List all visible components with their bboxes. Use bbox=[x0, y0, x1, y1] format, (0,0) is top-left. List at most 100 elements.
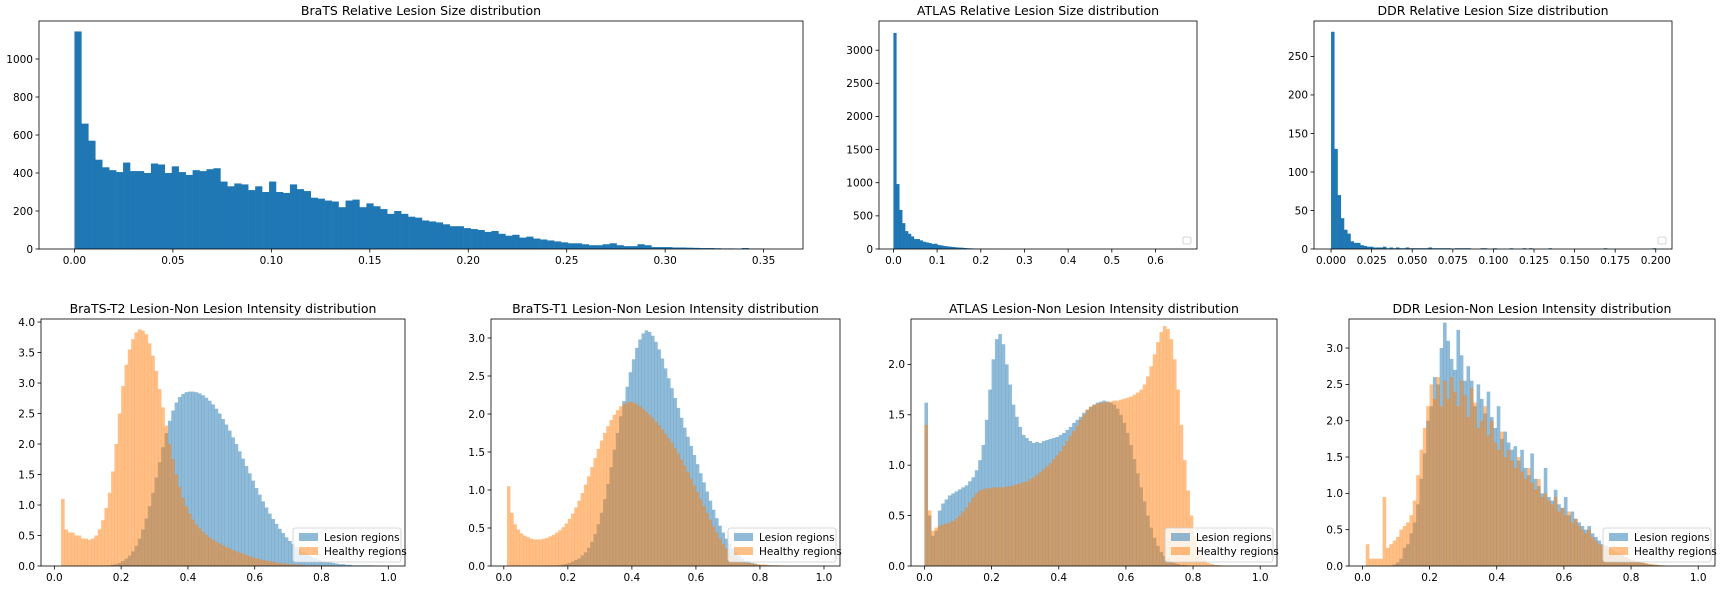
histogram-bar bbox=[77, 535, 82, 566]
histogram-bar bbox=[181, 394, 185, 566]
histogram-bar bbox=[1395, 247, 1400, 249]
histogram-bar bbox=[477, 230, 485, 249]
histogram-bar bbox=[1159, 332, 1164, 566]
histogram-bar bbox=[274, 562, 279, 566]
histogram-bar bbox=[177, 397, 182, 566]
histogram-bar bbox=[580, 493, 585, 566]
histogram-bar bbox=[619, 406, 623, 566]
histogram-bar bbox=[1396, 536, 1400, 566]
histogram-bar bbox=[1203, 559, 1207, 566]
histogram-bar bbox=[197, 393, 202, 566]
histogram-bar bbox=[623, 246, 631, 249]
histogram-bar bbox=[561, 527, 565, 566]
chart-title: DDR Lesion-Non Lesion Intensity distribu… bbox=[1393, 301, 1672, 316]
histogram-bar bbox=[1052, 459, 1056, 566]
histogram-bar bbox=[561, 242, 569, 249]
histogram-bars bbox=[74, 31, 770, 249]
histogram-bar bbox=[207, 537, 212, 566]
histogram-bar bbox=[1055, 455, 1059, 566]
histogram-bar bbox=[91, 538, 95, 566]
legend-frame bbox=[1164, 527, 1274, 563]
legend: Lesion regions Healthy regions bbox=[1602, 527, 1717, 563]
chart-title: ATLAS Relative Lesion Size distribution bbox=[917, 3, 1159, 18]
histogram-bar bbox=[1025, 481, 1029, 566]
histogram-bar bbox=[1132, 394, 1137, 566]
histogram-bar bbox=[1547, 500, 1551, 566]
y-tick-label: 2.5 bbox=[18, 408, 35, 420]
histogram-bar bbox=[248, 473, 252, 566]
x-tick-label: 0.4 bbox=[180, 572, 197, 584]
histogram-bar bbox=[609, 243, 617, 249]
histogram-bar bbox=[387, 213, 395, 249]
histogram-bar bbox=[998, 487, 1002, 566]
histogram-bar bbox=[532, 539, 537, 566]
histogram-bar bbox=[1651, 564, 1655, 566]
x-tick-label: 0.175 bbox=[1600, 255, 1630, 267]
histogram-bar bbox=[144, 334, 149, 566]
histogram-bar bbox=[81, 123, 89, 249]
histogram-bar bbox=[1530, 482, 1534, 566]
histogram-bar bbox=[231, 437, 235, 566]
histogram-bar bbox=[988, 389, 992, 566]
x-tick-label: 0.0 bbox=[885, 255, 902, 267]
histogram-bar bbox=[84, 538, 89, 566]
histogram-bar bbox=[581, 244, 590, 249]
histogram-bar bbox=[101, 520, 105, 566]
histogram-bar bbox=[588, 245, 597, 249]
histogram-bar bbox=[1122, 398, 1127, 566]
histogram-bar bbox=[111, 471, 115, 566]
histogram-bar bbox=[683, 465, 687, 566]
histogram-bar bbox=[114, 444, 119, 566]
histogram-bar bbox=[97, 529, 102, 566]
histogram-bar bbox=[974, 493, 979, 566]
x-tick-label: 0.6 bbox=[1118, 572, 1135, 584]
histogram-bar bbox=[298, 564, 302, 566]
y-tick-label: 0.0 bbox=[468, 561, 485, 573]
y-tick-label: 1.5 bbox=[18, 469, 35, 481]
y-tick-label: 3.5 bbox=[18, 347, 35, 359]
histogram-bar bbox=[593, 458, 597, 566]
histogram-bar bbox=[171, 459, 175, 566]
x-tick-label: 0.2 bbox=[559, 572, 576, 584]
legend-entry: Lesion regions bbox=[759, 532, 835, 544]
histogram-bar bbox=[951, 520, 955, 566]
histogram-bar bbox=[268, 513, 272, 566]
x-tick-label: 0.075 bbox=[1438, 255, 1468, 267]
histogram-bar bbox=[498, 233, 506, 249]
histogram-bar bbox=[1035, 475, 1039, 566]
histogram-bar bbox=[317, 198, 325, 249]
histogram-bar bbox=[220, 181, 228, 249]
legend: Lesion regions Healthy regions bbox=[727, 527, 842, 563]
histogram-bar bbox=[1139, 389, 1143, 566]
histogram-bar bbox=[922, 241, 926, 249]
histogram-bar bbox=[571, 513, 575, 566]
histogram-bar bbox=[686, 247, 694, 249]
histogram-bar bbox=[124, 364, 129, 566]
histogram-bar bbox=[1102, 402, 1107, 566]
y-tick-label: 1.5 bbox=[888, 410, 905, 422]
y-tick-label: 2.0 bbox=[18, 439, 35, 451]
histogram-bar bbox=[268, 561, 272, 566]
histogram-bar bbox=[1385, 547, 1390, 566]
histogram-bar bbox=[711, 526, 716, 566]
histogram-bar bbox=[269, 181, 277, 249]
histogram-bar bbox=[1412, 500, 1417, 566]
histogram-bar bbox=[672, 247, 680, 249]
histogram-bar bbox=[178, 172, 186, 249]
histogram-bar bbox=[665, 247, 673, 249]
histogram-bar bbox=[1463, 395, 1467, 566]
histogram-bar bbox=[667, 438, 671, 566]
histogram-bars bbox=[61, 329, 382, 566]
histogram-bar bbox=[1439, 406, 1444, 566]
axes-frame bbox=[1348, 318, 1716, 567]
histogram-bar bbox=[545, 537, 549, 566]
histogram-bar bbox=[1021, 482, 1026, 566]
histogram-bar bbox=[574, 507, 578, 566]
histogram-bar bbox=[644, 245, 652, 249]
histogram-bar bbox=[1634, 560, 1639, 566]
histogram-bar bbox=[61, 498, 65, 566]
histogram-bar bbox=[87, 539, 92, 566]
legend-swatch bbox=[299, 533, 318, 541]
histogram-bar bbox=[1005, 486, 1009, 566]
